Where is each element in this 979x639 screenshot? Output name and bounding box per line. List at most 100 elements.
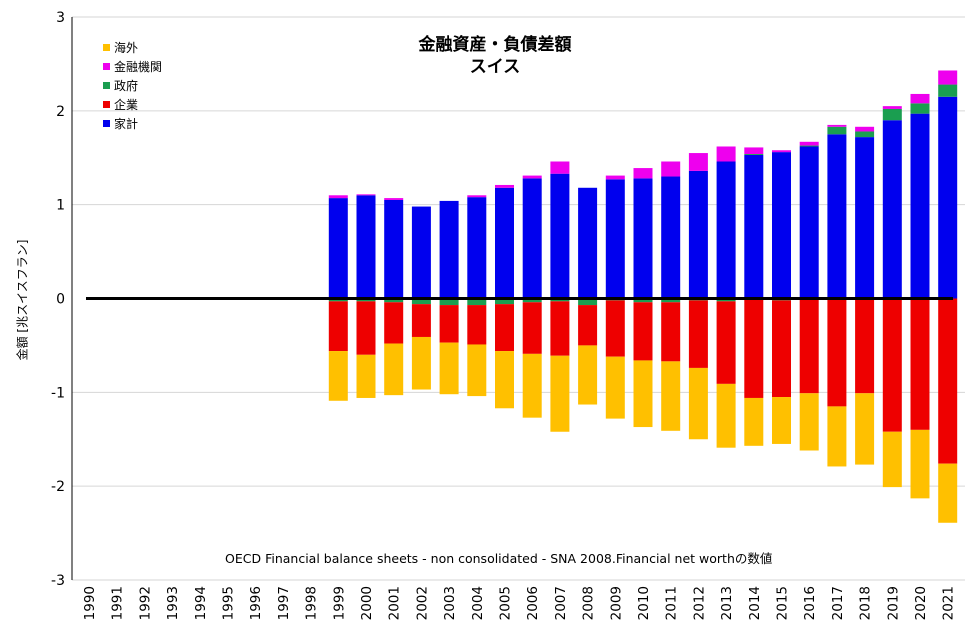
x-tick-label: 2001 [387,586,403,620]
bar-segment [467,197,487,299]
bar-segment [605,179,625,299]
bar-segment [467,195,487,198]
bar-segment [495,304,514,352]
bar-segment [522,298,542,303]
x-tick-label: 2011 [664,586,680,620]
legend-swatch [103,63,110,70]
bar-segment [716,383,736,448]
bar-segment [910,113,930,299]
legend-item: 海外 [103,38,162,57]
bar-segment [799,393,819,451]
legend-item: 金融機関 [103,57,162,76]
bar-stack-group [328,70,958,523]
x-tick-label: 2015 [775,586,791,620]
legend-item: 政府 [103,76,162,95]
x-tick-label: 2002 [414,586,430,620]
x-tick-label: 2009 [608,586,624,620]
bar-segment [661,302,681,362]
bar-segment [633,360,653,428]
bar-segment [384,198,404,200]
y-tick-labels: -3 -2 -1 0 1 2 3 [51,10,65,589]
x-tick-label: 2006 [525,586,541,620]
bar-segment [633,178,653,299]
legend-swatch [103,101,110,108]
bar-segment [744,298,764,398]
bar-segment [827,298,847,407]
x-tick-label: 2014 [747,586,763,620]
bar-segment [661,298,681,303]
x-tick-label: 2017 [830,586,846,620]
x-tick-label: 2012 [691,586,707,620]
y-axis-label: 金額 [兆スイスフラン] [15,239,30,361]
bar-segment [439,200,459,299]
bar-segment [772,152,791,299]
x-tick-label: 2003 [442,586,458,620]
bar-segment [605,356,625,419]
bar-segment [578,305,598,346]
y-tick-label: 2 [56,104,65,120]
bar-segment [550,173,570,299]
bar-segment [882,120,902,299]
bar-segment [882,108,902,121]
bar-segment [772,397,791,444]
bar-segment [744,397,764,446]
bar-segment [827,124,847,127]
y-tick-label: -2 [51,479,65,495]
bar-segment [522,353,542,418]
bar-segment [910,429,930,499]
grid-lines [72,16,965,581]
bar-segment [550,161,570,174]
bar-segment [799,298,819,394]
bar-segment [744,147,764,154]
bar-segment [661,161,681,177]
x-tick-label: 2007 [553,586,569,620]
bar-segment [328,195,348,199]
bar-segment [550,301,570,356]
x-tick-label: 1993 [165,586,181,620]
x-tick-label: 2021 [941,586,957,620]
bar-segment [688,170,708,299]
bar-segment [384,199,404,299]
bar-segment [882,106,902,109]
source-annotation: OECD Financial balance sheets - non cons… [225,551,773,566]
bar-segment [744,153,764,155]
bar-segment [799,146,819,299]
bar-segment [688,367,708,440]
x-tick-label: 1996 [248,586,264,620]
legend-label: 企業 [114,98,139,112]
chart-title: 金融資産・負債差額 [418,35,572,55]
bar-segment [328,351,348,401]
chart-subtitle: スイス [469,57,521,77]
bar-segment [328,198,348,299]
legend-swatch [103,120,110,127]
bar-segment [578,298,598,306]
bar-segment [633,168,653,179]
bar-segment [716,301,736,384]
bar-segment [799,141,819,146]
bar-segment [882,298,902,432]
bar-segment [384,343,404,396]
legend-item: 企業 [103,95,162,114]
bar-segment [356,301,376,355]
x-tick-label: 2013 [719,586,735,620]
bar-segment [938,84,958,97]
bar-segment [605,300,625,357]
bar-segment [744,154,764,299]
x-tick-labels: 1990 1991 1992 1993 1994 1995 1996 1997 1998 1999… [82,586,957,620]
x-tick-label: 1992 [137,586,153,620]
bar-segment [855,298,875,394]
bar-segment [882,431,902,488]
x-tick-label: 2005 [498,586,514,620]
bar-segment [467,298,487,306]
bar-segment [439,342,459,395]
bar-segment [495,351,514,409]
x-tick-label: 1999 [331,586,347,620]
x-tick-label: 1995 [221,586,237,620]
bar-segment [633,302,653,361]
bar-segment [411,336,431,390]
y-tick-label: -3 [51,573,65,589]
x-tick-label: 2020 [913,586,929,620]
x-tick-label: 2018 [858,586,874,620]
legend-label: 政府 [114,79,139,93]
bar-segment [411,206,431,299]
